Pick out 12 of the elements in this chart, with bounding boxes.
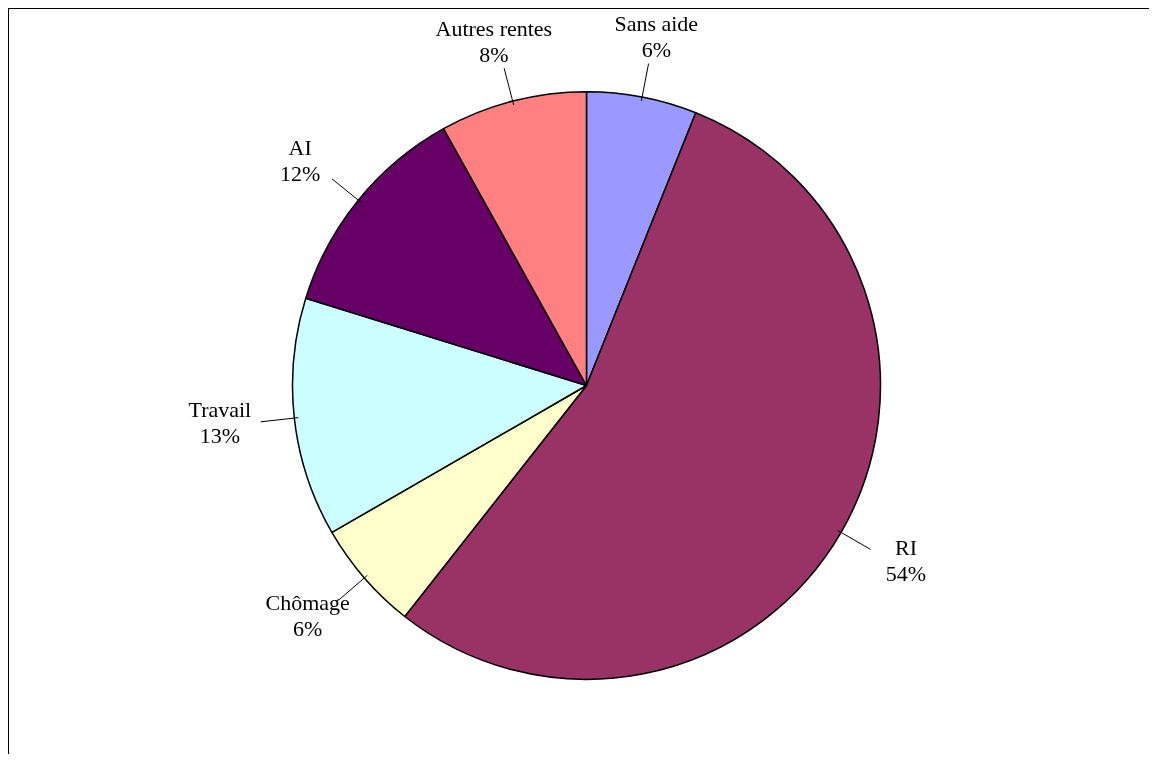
slice-label: Travail	[188, 397, 252, 423]
data-label: 6%	[641, 36, 671, 62]
data-label: 6%	[293, 615, 323, 641]
slice-label: Chômage	[265, 589, 350, 615]
slice-label: Sans aide	[614, 10, 699, 36]
data-label: 12%	[280, 161, 321, 187]
data-label: 54%	[885, 561, 927, 587]
data-label: 13%	[199, 423, 240, 449]
slice-label: Autres rentes	[435, 15, 553, 41]
slice-label: RI	[895, 535, 917, 561]
data-label: 8%	[479, 41, 509, 67]
slice-label: AI	[288, 135, 312, 161]
